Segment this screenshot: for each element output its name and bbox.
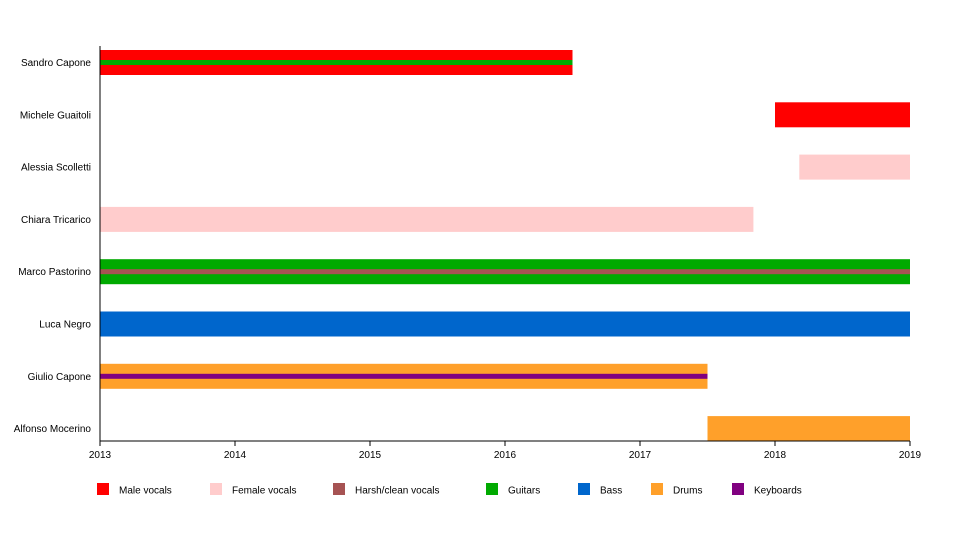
legend-label-male-vocals: Male vocals (119, 486, 172, 497)
member-bar-michele-guaitoli (775, 102, 910, 128)
x-tick-label-2013: 2013 (89, 450, 112, 461)
x-tick-label-2019: 2019 (899, 450, 922, 461)
legend-item-female-vocals: Female vocals (210, 483, 296, 497)
bar-alfonso-mocerino-drums (707, 416, 910, 442)
member-label-chiara-tricarico: Chiara Tricarico (21, 215, 91, 226)
legend-swatch-male-vocals (97, 483, 109, 495)
legend-item-bass: Bass (578, 483, 622, 497)
member-bar-luca-negro (100, 311, 910, 337)
member-bar-alfonso-mocerino (707, 416, 910, 442)
legend: Male vocals Female vocals Harsh/clean voca… (97, 483, 802, 497)
member-bar-alessia-scolletti (799, 154, 910, 180)
legend-label-drums: Drums (673, 486, 702, 497)
member-label-giulio-capone: Giulio Capone (28, 372, 92, 383)
member-labels: Sandro Capone Michele Guaitoli Alessia Sco… (14, 58, 92, 435)
bar-michele-guaitoli-male-vocals (775, 102, 910, 128)
legend-item-guitars: Guitars (486, 483, 540, 497)
member-label-sandro-capone: Sandro Capone (21, 58, 91, 69)
x-tick-label-2016: 2016 (494, 450, 517, 461)
member-bar-giulio-capone (100, 363, 708, 389)
member-label-michele-guaitoli: Michele Guaitoli (20, 110, 91, 121)
legend-swatch-harsh-clean-vocals (333, 483, 345, 495)
x-tick-label-2017: 2017 (629, 450, 652, 461)
legend-item-keyboards: Keyboards (732, 483, 802, 497)
legend-item-male-vocals: Male vocals (97, 483, 172, 497)
legend-swatch-guitars (486, 483, 498, 495)
member-bar-chiara-tricarico (100, 206, 754, 232)
member-bar-sandro-capone (100, 50, 573, 75)
legend-swatch-drums (651, 483, 663, 495)
legend-swatch-female-vocals (210, 483, 222, 495)
member-label-alessia-scolletti: Alessia Scolletti (21, 163, 91, 174)
x-tick-label-2018: 2018 (764, 450, 787, 461)
legend-label-keyboards: Keyboards (754, 486, 802, 497)
member-label-luca-negro: Luca Negro (39, 320, 91, 331)
bar-luca-negro-bass (100, 311, 910, 337)
legend-label-harsh-clean-vocals: Harsh/clean vocals (355, 486, 439, 497)
member-label-alfonso-mocerino: Alfonso Mocerino (14, 424, 92, 435)
bar-chiara-tricarico-female-vocals (100, 206, 754, 232)
legend-label-bass: Bass (600, 486, 622, 497)
legend-label-guitars: Guitars (508, 486, 540, 497)
member-bar-marco-pastorino (100, 259, 910, 285)
bar-alessia-scolletti-female-vocals (799, 154, 910, 180)
x-tick-label-2014: 2014 (224, 450, 247, 461)
member-bars (100, 50, 910, 442)
legend-swatch-bass (578, 483, 590, 495)
member-label-marco-pastorino: Marco Pastorino (18, 267, 91, 278)
bar-marco-pastorino-harsh-clean-vocals (100, 269, 910, 275)
bar-sandro-capone-guitars (100, 60, 573, 65)
legend-swatch-keyboards (732, 483, 744, 495)
x-axis: 2013 2014 2015 2016 2017 2018 2019 (89, 46, 922, 461)
bar-giulio-capone-keyboards (100, 373, 708, 379)
legend-item-harsh-clean-vocals: Harsh/clean vocals (333, 483, 439, 497)
legend-item-drums: Drums (651, 483, 702, 497)
legend-label-female-vocals: Female vocals (232, 486, 296, 497)
x-tick-label-2015: 2015 (359, 450, 382, 461)
